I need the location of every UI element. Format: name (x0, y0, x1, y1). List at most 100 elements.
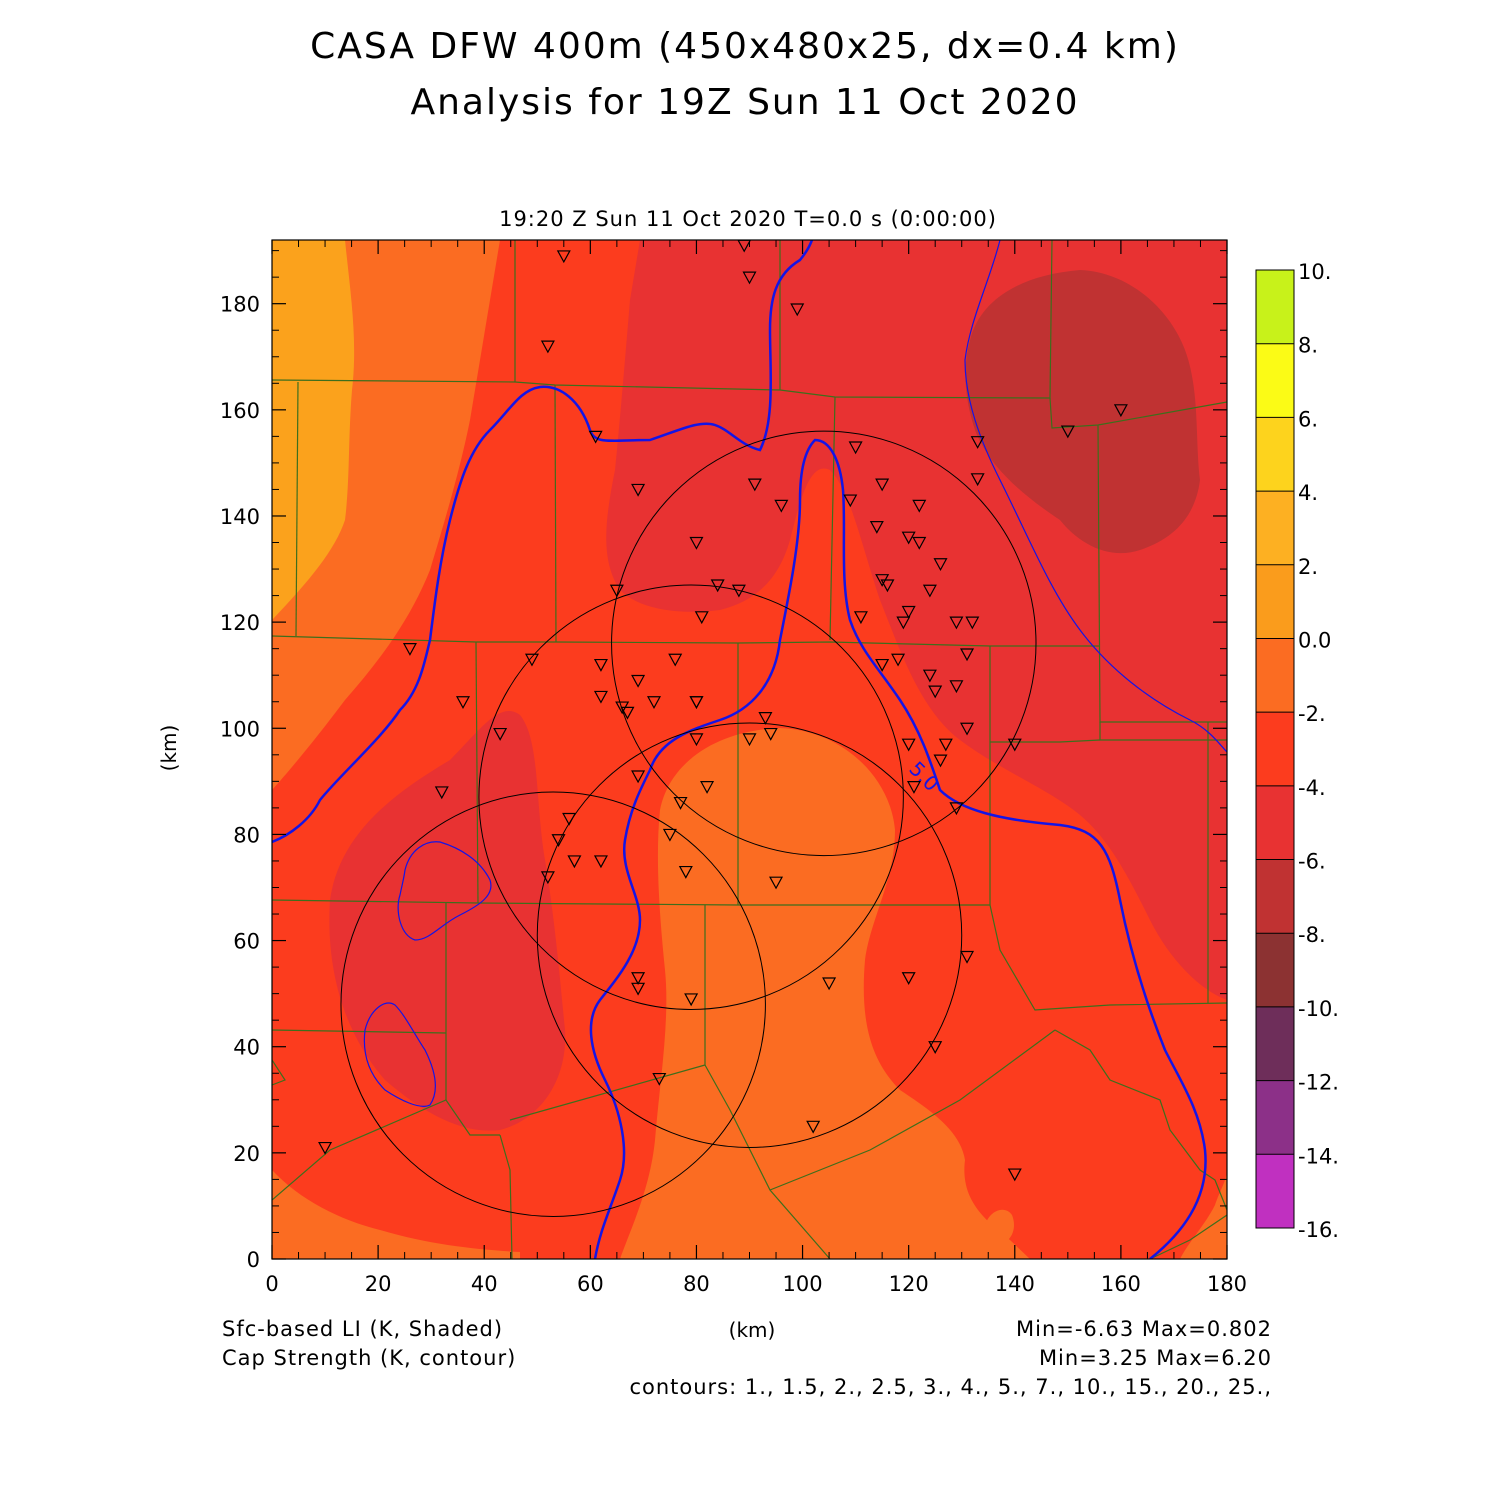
valid-time: 19:20 Z Sun 11 Oct 2020 T=0.0 s (0:00:00… (499, 207, 997, 231)
colorbar-swatch (1256, 343, 1294, 418)
station-marker (875, 478, 890, 492)
station-marker (822, 977, 837, 991)
station-marker (912, 499, 927, 513)
station-marker (970, 436, 985, 449)
colorbar-swatch (1256, 1006, 1294, 1081)
colorbar: 10. 8. 6. 4. 2. 0.0 -2. -4. -6. -8. -10. -12. -14. -1… (1255, 260, 1339, 1242)
shade-gt0-northwest (272, 240, 355, 620)
x-tick-label: 140 (995, 1272, 1035, 1296)
station-marker (949, 680, 964, 694)
station-marker (731, 584, 746, 598)
colorbar-label: -16. (1298, 1218, 1339, 1242)
colorbar-label: -8. (1298, 923, 1326, 947)
station-marker (1007, 1168, 1022, 1182)
station-marker (790, 303, 805, 317)
station-marker (906, 781, 921, 794)
station-marker (896, 616, 911, 630)
colorbar-label: 4. (1298, 481, 1318, 505)
station-marker (689, 536, 704, 550)
y-axis-label: (km) (157, 725, 181, 772)
station-marker (318, 1141, 333, 1155)
y-tick-label: 140 (220, 505, 260, 529)
station-marker (493, 727, 508, 741)
station-marker (970, 473, 985, 487)
station-marker (922, 669, 937, 683)
station-marker (1060, 425, 1075, 439)
colorbar-label: -4. (1298, 776, 1326, 800)
station-marker (524, 653, 539, 667)
station-marker (700, 781, 715, 794)
station-marker (662, 828, 677, 842)
station-marker (1007, 738, 1022, 752)
y-tick-label: 60 (233, 930, 260, 954)
y-tick-label: 80 (233, 823, 260, 847)
station-marker (960, 950, 975, 964)
station-marker (609, 584, 624, 598)
colorbar-swatch (1256, 785, 1294, 860)
colorbar-label: -14. (1298, 1144, 1339, 1168)
station-marker (562, 812, 577, 826)
colorbar-label: 8. (1298, 334, 1318, 358)
station-marker (880, 579, 895, 593)
x-tick-label: 160 (1101, 1272, 1141, 1296)
station-marker (620, 706, 635, 720)
shade-m8-m6-northeast (965, 270, 1200, 554)
station-marker (434, 786, 449, 800)
station-marker (843, 494, 858, 508)
contour-east (964, 240, 1227, 753)
radar-ring (536, 722, 963, 1148)
station-marker (694, 611, 709, 625)
station-marker (928, 1041, 943, 1054)
station-marker (540, 340, 555, 354)
x-tick-label: 180 (1207, 1272, 1247, 1296)
station-marker (402, 643, 417, 656)
footer-field2: Cap Strength (K, contour) (222, 1346, 516, 1370)
y-axis: 0 20 40 60 80 100 120 140 160 180 (220, 250, 1227, 1272)
colorbar-swatch (1256, 270, 1294, 344)
station-marker (556, 250, 571, 264)
station-marker (869, 520, 884, 534)
y-tick-label: 0 (247, 1248, 260, 1272)
colorbar-swatch (1256, 1080, 1294, 1155)
x-tick-label: 60 (577, 1272, 604, 1296)
station-marker (848, 441, 863, 455)
x-tick-label: 120 (889, 1272, 929, 1296)
station-marker (763, 727, 778, 741)
shade-m2-0-blob (983, 1209, 1015, 1245)
colorbar-label: -10. (1298, 997, 1339, 1021)
x-axis-label: (km) (729, 1318, 776, 1342)
station-marker (949, 802, 964, 816)
y-tick-label: 40 (233, 1036, 260, 1060)
station-marker (747, 478, 762, 492)
station-marker (742, 733, 757, 747)
colorbar-swatch (1256, 638, 1294, 713)
station-marker (668, 653, 683, 667)
x-tick-label: 20 (365, 1272, 392, 1296)
colorbar-frame (1255, 269, 1295, 1229)
contour-west (272, 240, 814, 844)
station-marker (567, 855, 582, 869)
station-marker (965, 616, 980, 630)
station-marker (678, 865, 693, 879)
radar-ring (478, 584, 904, 1010)
y-tick-label: 120 (220, 611, 260, 635)
title-line2: Analysis for 19Z Sun 11 Oct 2020 (410, 82, 1079, 123)
station-marker (631, 972, 646, 985)
colorbar-swatch (1256, 417, 1294, 492)
station-marker (960, 648, 975, 662)
station-marker (769, 876, 784, 890)
contour-loop-west (397, 841, 492, 941)
station-marker (901, 531, 916, 545)
radar-ring (611, 430, 1037, 857)
station-marker (933, 558, 948, 571)
x-tick-label: 40 (471, 1272, 498, 1296)
station-marker (912, 536, 927, 550)
colorbar-label: -12. (1298, 1071, 1339, 1095)
station-marker (684, 993, 699, 1007)
colorbar-swatch (1256, 859, 1294, 934)
footer-range2: Min=3.25 Max=6.20 (1039, 1346, 1272, 1370)
y-tick-label: 100 (220, 717, 260, 741)
shade-m2-0-east (1180, 1170, 1227, 1259)
